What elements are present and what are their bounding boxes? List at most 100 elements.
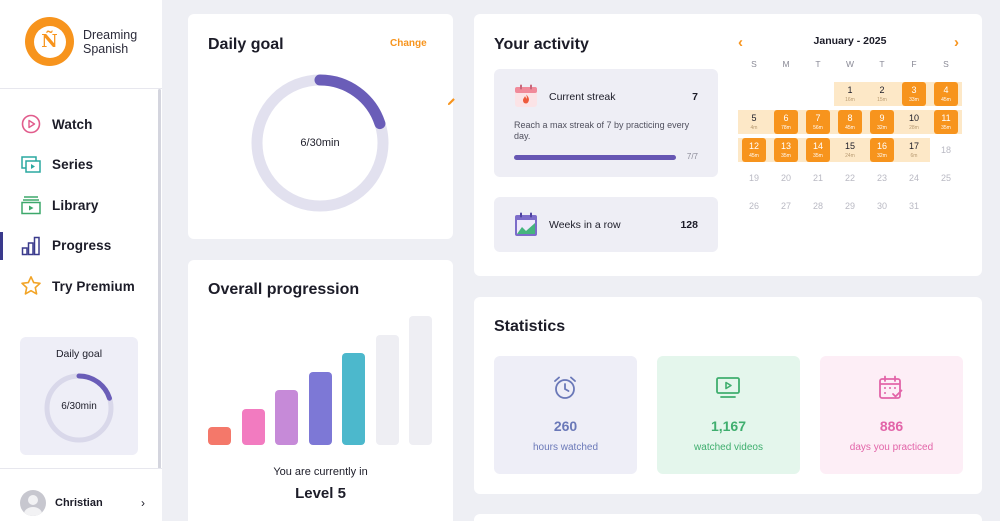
calendar-day[interactable]: 17 6m	[902, 138, 926, 162]
calendar-day[interactable]: 16 32m	[870, 138, 894, 162]
calendar-next-month-button[interactable]: ›	[954, 34, 959, 51]
calendar-day-number: 28	[812, 201, 823, 211]
activity-card: Your activity Current streak 7 Reach a m…	[474, 14, 982, 276]
progress-chart-icon	[20, 235, 42, 257]
calendar-day-number: 19	[748, 173, 759, 183]
calendar-day[interactable]: 20	[774, 166, 798, 190]
weeks-in-a-row-label: Weeks in a row	[549, 219, 621, 231]
level-bar-5	[342, 353, 365, 445]
sidebar-item-try-premium[interactable]: Try Premium	[0, 266, 158, 307]
sidebar-item-watch[interactable]: Watch	[0, 104, 158, 145]
calendar-day[interactable]: 18	[934, 138, 958, 162]
play-circle-icon	[20, 113, 42, 135]
library-icon	[20, 194, 42, 216]
calendar-weekday: S	[751, 59, 757, 69]
calendar-day-number: 21	[812, 173, 823, 183]
streak-calendar-icon	[514, 84, 538, 108]
calendar-day[interactable]: 11 35m	[934, 110, 958, 134]
streak-progress-bar	[514, 155, 676, 160]
calendar-day-minutes: 35m	[781, 153, 791, 159]
calendar-day-number: 17	[908, 141, 919, 151]
calendar-month-title: January - 2025	[813, 35, 887, 47]
calendar-prev-month-button[interactable]: ‹	[738, 34, 743, 51]
series-icon	[20, 154, 42, 176]
calendar-day[interactable]: 9 32m	[870, 110, 894, 134]
calendar-day[interactable]: 1 16m	[838, 82, 862, 106]
calendar-day[interactable]: 10 28m	[902, 110, 926, 134]
brand-logo[interactable]: Ñ Dreaming Spanish	[25, 17, 137, 66]
sidebar-item-library[interactable]: Library	[0, 185, 158, 226]
calendar-day-number: 3	[911, 85, 917, 95]
change-goal-button[interactable]: Change	[385, 38, 455, 106]
calendar-day[interactable]: 6 78m	[774, 110, 798, 134]
calendar-day[interactable]: 28	[806, 194, 830, 218]
sidebar-daily-goal-title: Daily goal	[55, 348, 103, 360]
sidebar-nav: Watch Series Library Progress Try Premiu…	[0, 104, 158, 307]
calendar-day[interactable]: 5 4m	[742, 110, 766, 134]
weeks-in-a-row-panel: Weeks in a row 128	[494, 197, 718, 252]
calendar-day[interactable]: 8 45m	[838, 110, 862, 134]
calendar-check-icon	[878, 375, 904, 401]
calendar-day-number: 18	[940, 145, 951, 155]
sidebar-daily-goal-card[interactable]: Daily goal 6/30min	[20, 337, 138, 455]
stat-value: 1,167	[710, 418, 747, 434]
calendar-weekday: W	[845, 59, 855, 69]
user-menu[interactable]: Christian ›	[20, 490, 145, 516]
calendar-day-number: 16	[876, 141, 887, 151]
calendar-day[interactable]: 12 45m	[742, 138, 766, 162]
current-level: Level 5	[295, 485, 346, 502]
calendar-day[interactable]: 25	[934, 166, 958, 190]
calendar-day-minutes: 56m	[813, 125, 823, 131]
sidebar-item-progress[interactable]: Progress	[0, 226, 158, 267]
calendar-day-minutes: 32m	[877, 125, 887, 131]
calendar-day[interactable]: 27	[774, 194, 798, 218]
sidebar-item-label: Progress	[52, 238, 112, 254]
sidebar-item-label: Watch	[52, 116, 93, 132]
calendar-day[interactable]: 31	[902, 194, 926, 218]
logo-icon: Ñ	[25, 17, 74, 66]
calendar-day-number: 15	[844, 141, 855, 151]
calendar-weekday: T	[879, 59, 885, 69]
avatar	[20, 490, 46, 516]
calendar-day-number: 31	[908, 201, 919, 211]
calendar-day-number: 4	[943, 85, 949, 95]
calendar-day-minutes: 4m	[750, 125, 758, 131]
overall-progression-card: Overall progression You are currently in…	[188, 260, 453, 521]
calendar-day[interactable]: 19	[742, 166, 766, 190]
stat-label: watched videos	[694, 442, 763, 453]
calendar-day[interactable]: 13 35m	[774, 138, 798, 162]
calendar-day[interactable]: 14 35m	[806, 138, 830, 162]
sidebar-item-label: Library	[52, 197, 99, 213]
calendar-day[interactable]: 30	[870, 194, 894, 218]
calendar-day[interactable]: 4 45m	[934, 82, 958, 106]
calendar-day-minutes: 45m	[749, 153, 759, 159]
calendar-day[interactable]: 23	[870, 166, 894, 190]
calendar-day[interactable]: 26	[742, 194, 766, 218]
calendar-day[interactable]: 21	[806, 166, 830, 190]
calendar-day[interactable]: 15 24m	[838, 138, 862, 162]
calendar-day[interactable]: 7 56m	[806, 110, 830, 134]
sidebar-scrollbar[interactable]	[158, 89, 161, 469]
calendar-day-number: 2	[879, 85, 885, 95]
calendar-day-number: 9	[879, 113, 885, 123]
streak-progress-fraction: 7/7	[686, 152, 698, 161]
calendar-day[interactable]: 2 15m	[870, 82, 894, 106]
stat-hours-watched: 260 hours watched	[494, 356, 637, 474]
calendar-day[interactable]: 24	[902, 166, 926, 190]
level-bar-1	[208, 427, 231, 445]
calendar-day[interactable]: 29	[838, 194, 862, 218]
calendar-day[interactable]: 3 33m	[902, 82, 926, 106]
sidebar-divider	[0, 88, 162, 89]
sidebar-item-label: Try Premium	[52, 278, 135, 294]
sidebar-item-series[interactable]: Series	[0, 145, 158, 186]
weeks-calendar-icon	[514, 212, 538, 237]
stat-value: 260	[553, 418, 578, 434]
calendar-day-minutes: 78m	[781, 125, 791, 131]
next-card-partial	[474, 514, 982, 521]
calendar-weekday: T	[815, 59, 821, 69]
calendar-day-minutes: 24m	[845, 153, 855, 159]
daily-goal-card: Daily goal Change 6/30min	[188, 14, 455, 239]
video-screen-icon	[715, 375, 741, 401]
calendar-day[interactable]: 22	[838, 166, 862, 190]
calendar-day-number: 25	[940, 173, 951, 183]
